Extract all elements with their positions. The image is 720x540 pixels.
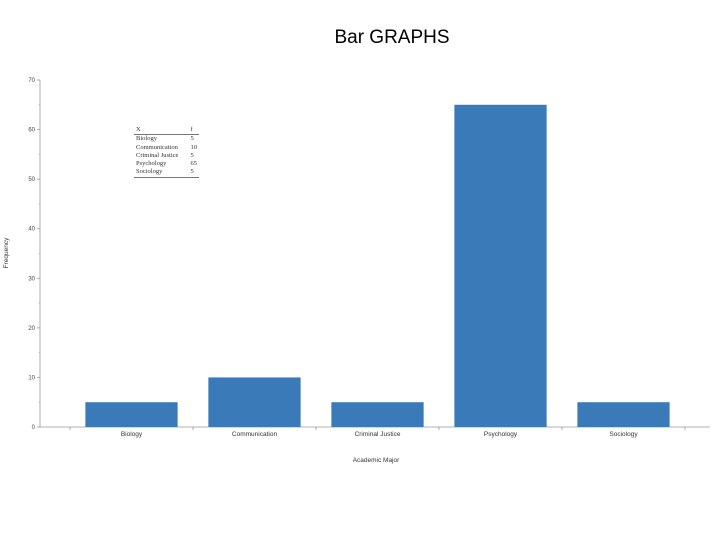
y-tick-label: 0 (32, 425, 36, 431)
table-row: Biology 5 (134, 135, 199, 144)
table-cell-major: Criminal Justice (136, 151, 179, 159)
table-header-row: X f (134, 126, 199, 136)
table-header-x: X (134, 126, 181, 136)
bar-sociology (577, 402, 670, 427)
table-row: Criminal Justice 5 (134, 152, 199, 160)
frequency-table: X f Biology 5 Communication 10 Criminal … (134, 126, 199, 178)
table-row: Psychology 65 (134, 160, 199, 168)
bar-criminal-justice (331, 402, 424, 427)
table-cell-frequency: 65 (190, 160, 197, 168)
y-tick-label: 60 (28, 128, 35, 134)
y-tick-label: 40 (28, 227, 35, 233)
bar-psychology (454, 104, 547, 428)
x-tick-label: Psychology (484, 431, 518, 438)
x-tick-label: Sociology (609, 431, 638, 438)
y-tick-label: 30 (28, 276, 35, 282)
y-tick-label: 70 (28, 78, 35, 84)
table-cell-major: Sociology (134, 168, 181, 178)
table-row: Communication 10 (134, 144, 199, 152)
table-row: Sociology 5 (134, 168, 199, 178)
y-tick-label: 20 (28, 326, 35, 332)
table-cell-major: Psychology (136, 160, 167, 168)
y-axis-label: Frequency (3, 237, 10, 268)
x-axis-label: Academic Major (353, 457, 400, 464)
table-cell-major: Biology (136, 135, 157, 143)
y-tick-label: 50 (28, 177, 35, 183)
table-cell-frequency: 10 (190, 143, 197, 151)
table-cell-frequency: 5 (180, 168, 199, 178)
table-cell-frequency: 5 (190, 135, 194, 143)
x-tick-label: Communication (232, 431, 278, 438)
x-tick-label: Biology (121, 431, 143, 438)
x-tick-label: Criminal Justice (355, 431, 401, 438)
x-tick-labels: Biology Communication Criminal Justice Psyc… (121, 431, 639, 438)
table-cell-major: Communication (136, 143, 178, 151)
slide-title: Bar GRAPHS (334, 27, 450, 48)
bar-communication (208, 377, 301, 427)
table-cell-frequency: 5 (190, 151, 194, 159)
bar-biology (85, 402, 178, 427)
y-tick-labels: 0 10 20 30 40 50 60 70 (28, 78, 35, 431)
y-tick-label: 10 (28, 375, 35, 381)
chart-bars (85, 104, 670, 428)
table-header-f: f (180, 126, 199, 136)
